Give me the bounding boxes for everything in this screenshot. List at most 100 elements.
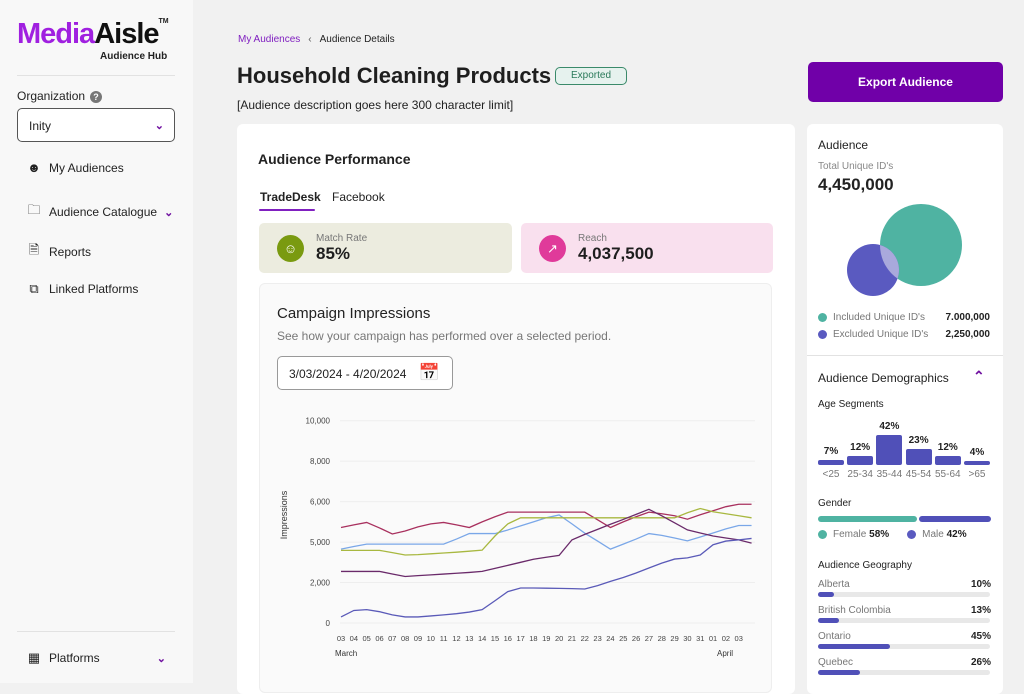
sidebar-item-my-audiences[interactable]: ☻ My Audiences xyxy=(26,160,124,175)
x-tick-label: 12 xyxy=(452,634,460,643)
logo-tm: TM xyxy=(158,18,169,25)
folder-user-icon: 🗀 xyxy=(27,202,41,217)
x-tick-label: 13 xyxy=(465,634,473,643)
x-tick-label: 04 xyxy=(350,634,358,643)
geo-bar-fill xyxy=(818,592,834,597)
excluded-legend: Excluded Unique ID's 2,250,000 xyxy=(818,329,990,340)
reach-label: Reach xyxy=(578,232,607,244)
age-pct-label: 12% xyxy=(850,442,871,454)
series-line-0 xyxy=(340,503,752,535)
export-audience-button[interactable]: Export Audience xyxy=(808,62,1003,102)
reach-value: 4,037,500 xyxy=(578,243,654,263)
geo-label: Ontario xyxy=(818,631,851,642)
x-tick-label: 15 xyxy=(491,634,499,643)
active-tab-indicator xyxy=(259,209,315,211)
chevron-up-icon[interactable]: ⌃ xyxy=(973,368,985,384)
x-tick-label: 07 xyxy=(388,634,396,643)
date-range-value: 3/03/2024 - 4/20/2024 xyxy=(289,367,407,381)
age-bar xyxy=(847,456,874,465)
x-tick-label: 24 xyxy=(606,634,614,643)
sidebar-item-reports[interactable]: 🗎 Reports xyxy=(26,241,91,263)
female-dot xyxy=(818,530,827,539)
age-pct-label: 4% xyxy=(969,447,985,458)
logo-aisle: Aisle xyxy=(94,18,159,50)
tab-tradedesk[interactable]: TradeDesk xyxy=(260,190,321,204)
tab-facebook[interactable]: Facebook xyxy=(332,190,385,204)
geo-bar-fill xyxy=(818,618,839,623)
x-tick-label: 22 xyxy=(581,634,589,643)
face-scan-icon: ☺ xyxy=(277,234,304,262)
geo-value: 13% xyxy=(970,605,991,616)
x-tick-label: 17 xyxy=(516,634,524,643)
x-tick-label: 27 xyxy=(645,634,653,643)
logo-subtitle: Audience Hub xyxy=(100,51,168,62)
organization-value: Inity xyxy=(29,119,52,133)
chevron-down-icon: ⌄ xyxy=(156,652,166,665)
age-pct-label: 42% xyxy=(879,421,900,432)
x-tick-label: 21 xyxy=(568,634,576,643)
male-value: 42% xyxy=(946,529,967,540)
organization-select[interactable]: Inity ⌄ xyxy=(17,108,175,142)
series-line-3 xyxy=(341,508,752,578)
age-pct-label: 12% xyxy=(937,442,958,454)
performance-title: Audience Performance xyxy=(258,151,411,167)
campaign-impressions-card xyxy=(259,283,772,693)
date-range-picker[interactable]: 3/03/2024 - 4/20/2024 📅 xyxy=(277,356,453,390)
x-tick-label: 25 xyxy=(619,634,627,643)
excluded-label: Excluded Unique ID's xyxy=(833,329,929,340)
series-line-4 xyxy=(340,537,752,618)
chevron-down-icon: ⌄ xyxy=(154,120,164,132)
trending-up-icon: ↗ xyxy=(539,234,566,262)
status-badge: Exported xyxy=(555,67,627,85)
included-legend: Included Unique ID's 7.000,000 xyxy=(818,312,990,323)
platforms-label: Platforms xyxy=(49,651,100,665)
geography-title: Audience Geography xyxy=(818,560,912,571)
excluded-dot xyxy=(818,330,827,339)
age-bar xyxy=(818,460,844,465)
match-rate-label: Match Rate xyxy=(316,232,368,244)
month-label: March xyxy=(335,649,357,658)
divider xyxy=(807,355,1003,356)
x-tick-label: 23 xyxy=(593,634,601,643)
age-label: 45-54 xyxy=(905,469,932,480)
age-bar xyxy=(905,448,932,465)
total-ids-value: 4,450,000 xyxy=(818,175,894,194)
female-label: Female xyxy=(833,529,867,540)
platforms-menu[interactable]: ▦ Platforms ⌄ xyxy=(26,650,166,666)
match-rate-card: ☺ Match Rate 85% xyxy=(259,223,512,273)
y-tick-label: 2,000 xyxy=(310,579,331,588)
age-pct-label: 23% xyxy=(908,434,929,446)
logo-media: Media xyxy=(17,18,95,50)
breadcrumb-my-audiences[interactable]: My Audiences xyxy=(238,34,301,45)
x-tick-label: 10 xyxy=(427,634,435,643)
x-tick-label: 29 xyxy=(670,634,678,643)
x-tick-label: 19 xyxy=(542,634,550,643)
geo-label: Alberta xyxy=(818,579,850,590)
grid-icon: ▦ xyxy=(27,650,41,665)
age-segments-chart: 7% <25 12% 25-34 42% 35-44 23% 45-54 12% 55-64 4% >… xyxy=(818,415,992,485)
y-tick-label: 6,000 xyxy=(310,498,331,507)
x-tick-label: 28 xyxy=(658,634,666,643)
page-title: Household Cleaning Products xyxy=(237,63,552,88)
included-label: Included Unique ID's xyxy=(833,312,925,323)
x-tick-label: 09 xyxy=(414,634,422,643)
y-tick-label: 0 xyxy=(326,619,331,628)
sidebar-item-audience-catalogue[interactable]: 🗀 Audience Catalogue ⌄ xyxy=(26,201,173,223)
age-label: 55-64 xyxy=(935,469,961,480)
geo-bar xyxy=(818,644,990,649)
sidebar-item-linked-platforms[interactable]: ⧉ Linked Platforms xyxy=(26,281,138,297)
male-dot xyxy=(907,530,917,539)
chevron-down-icon: ⌄ xyxy=(164,206,174,219)
total-ids-label: Total Unique ID's xyxy=(818,161,894,172)
excluded-value: 2,250,000 xyxy=(945,329,991,340)
help-icon[interactable]: ? xyxy=(90,91,103,103)
geo-label: Quebec xyxy=(818,657,854,668)
audience-title: Audience xyxy=(818,138,869,152)
x-tick-label: 01 xyxy=(709,634,717,643)
geo-bar-fill xyxy=(818,670,860,675)
age-label: <25 xyxy=(822,469,840,480)
calendar-icon[interactable]: 📅 xyxy=(418,363,440,382)
male-bar xyxy=(919,516,991,522)
sidebar-item-label: Reports xyxy=(49,245,92,259)
included-dot xyxy=(818,313,827,322)
